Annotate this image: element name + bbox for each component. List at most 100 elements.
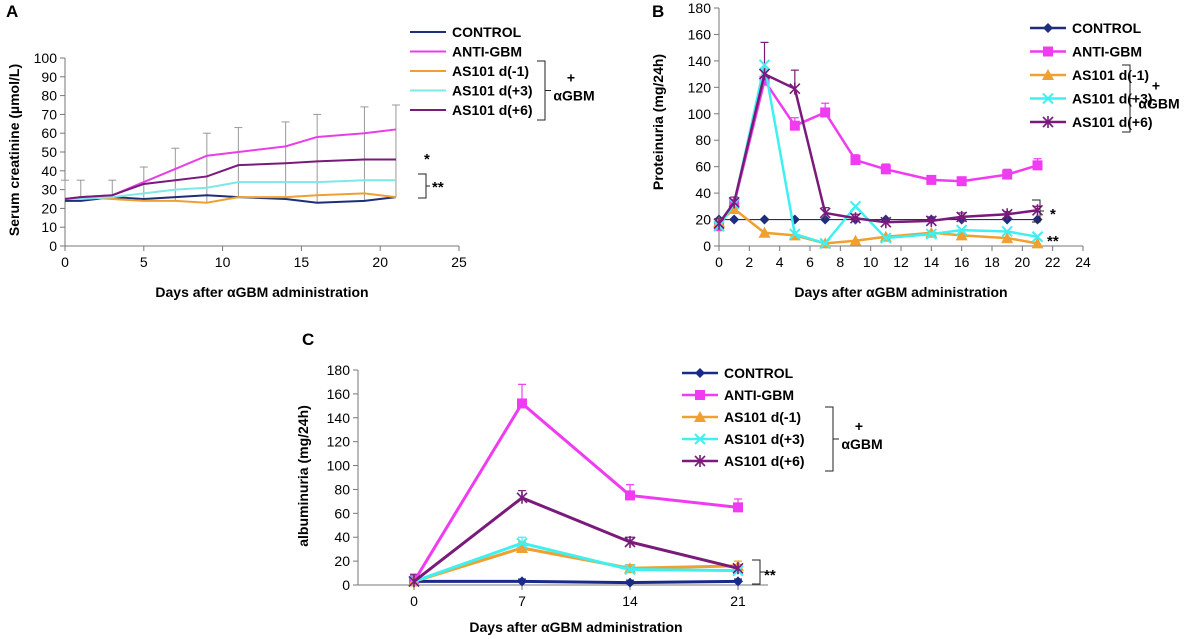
data-point-as101-d-1 <box>1031 237 1044 249</box>
legend-bracket-plus: + <box>567 70 575 86</box>
y-tick-label: 0 <box>49 238 57 254</box>
legend-label-as101-d-6: AS101 d(+6) <box>724 453 805 469</box>
x-tick-label: 20 <box>1015 254 1031 270</box>
legend-marker-as101-d-3 <box>694 433 706 445</box>
legend-label-as101-d-3: AS101 d(+3) <box>1072 91 1153 107</box>
legend-label-as101-d-1: AS101 d(-1) <box>724 409 801 425</box>
y-tick-label: 50 <box>41 144 57 160</box>
x-tick-label: 16 <box>954 254 970 270</box>
legend-label-as101-d-1: AS101 d(-1) <box>1072 67 1149 83</box>
x-tick-label: 21 <box>730 593 746 609</box>
data-point-as101-d-1 <box>1001 232 1014 244</box>
data-point-as101-d-3 <box>1031 231 1044 243</box>
series-line-as101-d-1 <box>413 546 739 583</box>
y-tick-label: 140 <box>327 410 351 426</box>
x-tick-label: 14 <box>622 593 638 609</box>
series-line-as101-d-3 <box>413 541 739 583</box>
x-tick-label: 0 <box>410 593 418 609</box>
data-point-control <box>625 577 635 588</box>
data-point-as101-d-1 <box>728 202 741 214</box>
data-point-as101-d-6 <box>728 196 740 209</box>
y-tick-label: 60 <box>695 159 711 175</box>
y-tick-label: 10 <box>41 219 57 235</box>
panel-c-x-axis-title: Days after αGBM administration <box>469 619 682 635</box>
y-tick-label: 160 <box>327 386 351 402</box>
data-point-as101-d-3 <box>624 563 636 576</box>
panel-b-x-axis-title: Days after αGBM administration <box>794 284 1007 300</box>
series-line-as101-d-6 <box>717 72 1038 225</box>
x-tick-label: 10 <box>215 254 231 270</box>
data-point-as101-d-1 <box>758 226 771 238</box>
y-tick-label: 180 <box>327 362 351 378</box>
legend-label-as101-d-3: AS101 d(+3) <box>724 431 805 447</box>
data-point-as101-d-6 <box>925 214 937 227</box>
x-tick-label: 8 <box>836 254 844 270</box>
data-point-as101-d-3 <box>516 537 528 549</box>
legend-bracket-agbm: αGBM <box>1138 96 1179 112</box>
y-tick-label: 40 <box>695 185 711 201</box>
data-point-as101-d-6 <box>758 68 771 81</box>
panel-b: B Proteinuria (mg/24h) Days after αGBM a… <box>650 0 1180 300</box>
legend-label-anti-gbm: ANTI-GBM <box>724 387 794 403</box>
y-tick-label: 80 <box>695 132 711 148</box>
data-point-as101-d-1 <box>955 229 968 241</box>
y-tick-label: 90 <box>41 69 57 85</box>
legend-label-anti-gbm: ANTI-GBM <box>452 44 522 60</box>
y-tick-label: 100 <box>688 106 712 122</box>
data-point-as101-d-3 <box>880 232 892 244</box>
significance-single-star: * <box>424 151 430 168</box>
y-tick-label: 180 <box>688 0 712 16</box>
panel-c: C albuminuria (mg/24h) Days after αGBM a… <box>295 330 883 635</box>
data-point-anti-gbm <box>625 490 635 501</box>
series-line-anti-gbm <box>717 77 1038 227</box>
x-tick-label: 7 <box>518 593 526 609</box>
data-point-as101-d-6 <box>789 82 801 95</box>
significance-double-star: ** <box>1047 233 1059 250</box>
series-line-anti-gbm <box>412 401 739 583</box>
legend-marker-as101-d-1 <box>694 411 706 422</box>
data-point-as101-d-6 <box>1001 208 1013 221</box>
legend-marker-as101-d-6 <box>1042 116 1054 128</box>
data-point-anti-gbm <box>956 176 967 187</box>
data-point-as101-d-3 <box>758 59 771 71</box>
data-point-as101-d-3 <box>955 224 968 236</box>
data-point-as101-d-6 <box>849 212 862 225</box>
legend-bracket-agbm: αGBM <box>841 436 882 452</box>
legend-label-as101-d-3: AS101 d(+3) <box>452 83 533 99</box>
legend-label-as101-d-1: AS101 d(-1) <box>452 63 529 79</box>
significance-bracket <box>418 173 430 199</box>
x-tick-label: 24 <box>1075 254 1091 270</box>
significance-double-star: ** <box>764 567 776 584</box>
data-point-as101-d-3 <box>819 237 831 250</box>
y-tick-label: 20 <box>695 212 711 228</box>
data-point-anti-gbm <box>517 398 527 409</box>
x-tick-label: 22 <box>1045 254 1061 270</box>
series-line-as101-d-3 <box>717 64 1038 245</box>
y-tick-label: 40 <box>41 163 57 179</box>
panel-b-y-axis-title: Proteinuria (mg/24h) <box>650 54 666 190</box>
data-point-as101-d-6 <box>956 210 968 223</box>
data-point-as101-d-6 <box>819 206 831 219</box>
series-line-anti-gbm <box>64 128 397 200</box>
legend-label-as101-d-6: AS101 d(+6) <box>452 102 533 118</box>
y-tick-label: 80 <box>334 481 350 497</box>
legend-bracket <box>1122 64 1136 133</box>
data-point-anti-gbm <box>1032 160 1043 171</box>
significance-bracket <box>752 559 764 585</box>
x-tick-label: 2 <box>745 254 753 270</box>
y-tick-label: 0 <box>342 577 350 593</box>
x-tick-label: 10 <box>863 254 879 270</box>
legend-marker-control <box>1043 23 1053 33</box>
significance-bracket <box>1032 199 1044 223</box>
y-tick-label: 100 <box>34 50 58 66</box>
series-line-as101-d-6 <box>413 496 739 583</box>
data-point-as101-d-6 <box>880 216 892 229</box>
y-tick-label: 60 <box>41 125 57 141</box>
legend-bracket <box>537 60 551 121</box>
x-tick-label: 0 <box>715 254 723 270</box>
legend-label-anti-gbm: ANTI-GBM <box>1072 44 1142 60</box>
x-tick-label: 20 <box>372 254 388 270</box>
data-point-anti-gbm <box>759 75 770 86</box>
data-point-as101-d-3 <box>1001 225 1013 238</box>
data-point-as101-d-6 <box>408 575 420 588</box>
